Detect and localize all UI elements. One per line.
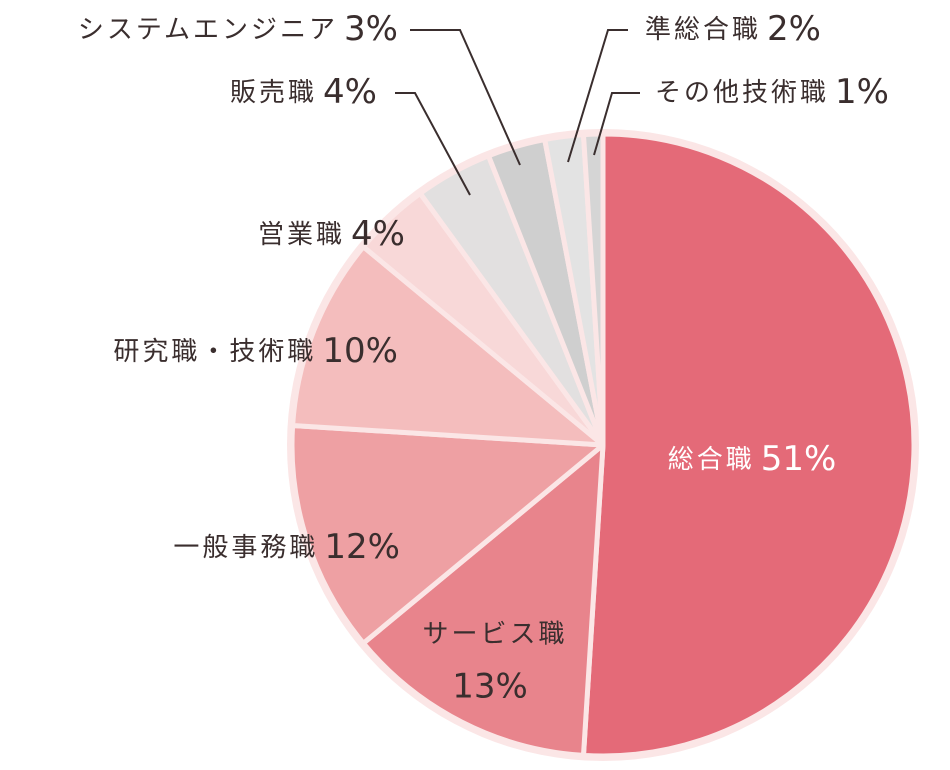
pie-slice (290, 244, 606, 448)
value-label: 2% (767, 9, 821, 49)
category-name: 営業職 (258, 220, 345, 250)
value-label: 13% (452, 667, 528, 707)
pie-slice (360, 442, 606, 758)
slice-label: 営業職 4% (258, 214, 405, 254)
leader-line (567, 29, 628, 163)
category-name: その他技術職 (655, 78, 829, 108)
slice-label: 研究職・技術職 10% (113, 331, 398, 371)
category-name: システムエンジニア (78, 15, 338, 45)
slice-label: 販売職 4% (230, 72, 377, 112)
slice-label: 総合職 51% (668, 439, 837, 479)
slice-label: その他技術職 1% (655, 72, 889, 112)
pie-slice (289, 422, 606, 646)
slice-label: 準総合職 2% (645, 9, 821, 49)
value-label: 51% (761, 439, 837, 479)
category-name: 準総合職 (645, 15, 761, 45)
value-label: 12% (324, 527, 400, 567)
pie-slice (580, 131, 606, 448)
category-name: 販売職 (230, 78, 317, 108)
value-label: 1% (835, 72, 889, 112)
category-name: 総合職 (668, 445, 755, 475)
leader-line (410, 29, 521, 166)
leader-line (593, 92, 640, 156)
category-name: 研究職・技術職 (113, 337, 316, 367)
value-label: 4% (323, 72, 377, 112)
slice-label: サービス職 (422, 620, 567, 650)
slice-label: 一般事務職 12% (173, 527, 400, 567)
slices (289, 131, 917, 759)
slice-label: システムエンジニア 3% (78, 9, 398, 49)
value-label: 10% (322, 331, 398, 371)
value-label: 3% (344, 9, 398, 49)
pie-slice (580, 131, 917, 759)
leader-line (395, 92, 471, 196)
category-name: 一般事務職 (173, 533, 318, 563)
value-label: 4% (351, 214, 405, 254)
